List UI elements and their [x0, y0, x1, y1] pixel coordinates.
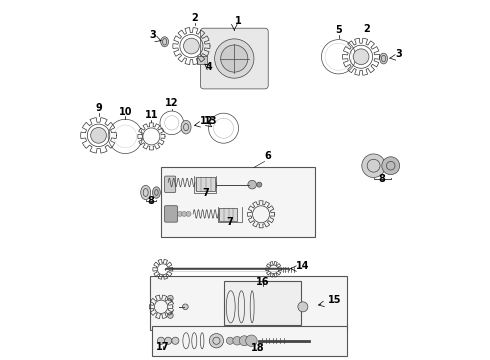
Circle shape — [209, 334, 223, 348]
Circle shape — [215, 39, 254, 78]
Circle shape — [239, 336, 249, 346]
Text: 5: 5 — [335, 25, 342, 35]
Circle shape — [298, 302, 308, 312]
Text: 8: 8 — [379, 174, 386, 184]
FancyBboxPatch shape — [224, 282, 301, 325]
FancyBboxPatch shape — [165, 176, 176, 193]
FancyBboxPatch shape — [200, 28, 268, 89]
Circle shape — [91, 127, 106, 143]
Ellipse shape — [380, 53, 388, 64]
Circle shape — [245, 335, 257, 346]
Text: 10: 10 — [119, 107, 132, 117]
Circle shape — [382, 157, 400, 175]
Text: 12: 12 — [199, 116, 213, 126]
FancyBboxPatch shape — [161, 167, 315, 237]
Bar — [196, 177, 215, 191]
Circle shape — [157, 337, 165, 344]
Circle shape — [353, 49, 369, 64]
Text: 6: 6 — [265, 151, 271, 161]
Ellipse shape — [161, 37, 169, 47]
FancyBboxPatch shape — [152, 326, 347, 356]
Text: 16: 16 — [256, 277, 270, 287]
Circle shape — [226, 337, 234, 344]
Circle shape — [168, 312, 173, 318]
Circle shape — [186, 211, 191, 216]
Circle shape — [233, 337, 242, 345]
Text: 11: 11 — [145, 110, 158, 120]
Circle shape — [172, 337, 179, 344]
Circle shape — [165, 337, 172, 344]
Ellipse shape — [152, 187, 160, 198]
Circle shape — [248, 180, 256, 189]
Text: 17: 17 — [156, 342, 170, 352]
Text: 12: 12 — [165, 98, 178, 108]
Text: 7: 7 — [226, 217, 233, 228]
Ellipse shape — [141, 185, 151, 200]
Text: 3: 3 — [395, 49, 402, 59]
Circle shape — [362, 154, 386, 177]
Circle shape — [220, 45, 248, 72]
Circle shape — [177, 211, 182, 216]
Text: 3: 3 — [149, 30, 156, 40]
FancyBboxPatch shape — [150, 276, 347, 330]
Text: 2: 2 — [363, 24, 370, 34]
Circle shape — [182, 211, 187, 216]
Circle shape — [168, 295, 173, 301]
Text: 18: 18 — [251, 343, 264, 354]
Text: 15: 15 — [328, 295, 342, 305]
Circle shape — [184, 38, 199, 54]
Text: 8: 8 — [147, 196, 154, 206]
Text: 9: 9 — [95, 103, 102, 113]
Ellipse shape — [181, 120, 191, 134]
Bar — [220, 207, 237, 221]
Text: 4: 4 — [205, 62, 212, 72]
FancyBboxPatch shape — [165, 206, 177, 222]
Text: 1: 1 — [235, 16, 241, 26]
Text: 14: 14 — [296, 261, 309, 271]
Text: 7: 7 — [202, 188, 209, 198]
FancyBboxPatch shape — [197, 56, 207, 64]
Text: 2: 2 — [192, 13, 198, 23]
Circle shape — [182, 304, 188, 310]
Text: 13: 13 — [203, 116, 217, 126]
Circle shape — [257, 182, 262, 187]
